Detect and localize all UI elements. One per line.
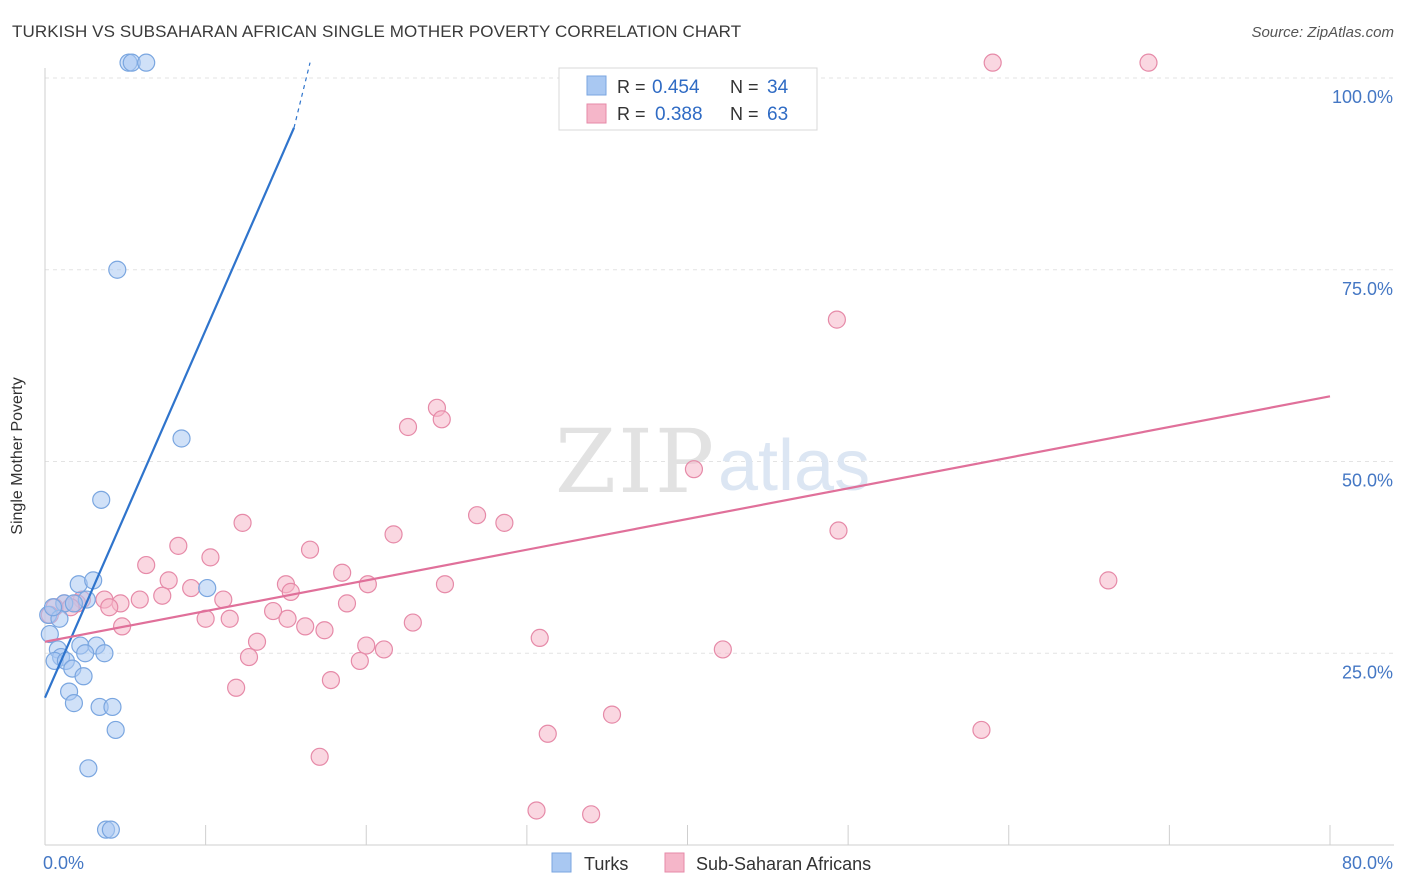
ssa-point-8	[495, 513, 514, 532]
legend-bottom-turks-swatch	[551, 852, 572, 873]
watermark-zip: ZIP	[555, 410, 716, 513]
chart-title: TURKISH VS SUBSAHARAN AFRICAN SINGLE MOT…	[12, 22, 742, 41]
turks-point-16	[95, 644, 114, 663]
turks-point-series	[39, 53, 217, 839]
turks-point-2	[137, 53, 156, 72]
legend-turks-r-value: 0.454	[652, 77, 700, 98]
ssa-point-47	[374, 640, 394, 659]
ssa-point-58	[527, 801, 546, 820]
ssa-point-18	[435, 575, 455, 594]
trend-lines	[43, 62, 1331, 699]
y-tick-labels: 25.0% 50.0% 75.0% 100.0%	[1332, 87, 1393, 682]
ssa-point-42	[296, 617, 315, 636]
turks-point-27	[40, 624, 59, 644]
watermark: ZIP atlas	[555, 410, 870, 513]
ssa-point-51	[350, 651, 369, 671]
ssa-point-39	[220, 609, 239, 628]
ssa-point-14	[201, 548, 220, 567]
legend-bottom-turks-label: Turks	[584, 854, 628, 874]
turks-point-19	[64, 694, 84, 713]
ssa-point-7	[467, 506, 487, 525]
y-tick-label-75: 75.0%	[1342, 279, 1393, 299]
legend-turks-r-label: R =	[617, 77, 646, 97]
ssa-point-9	[233, 513, 252, 532]
legend-turks-swatch	[586, 75, 607, 96]
ssa-point-56	[538, 724, 557, 743]
turks-point-17	[74, 667, 93, 686]
turks-point-32	[76, 644, 95, 663]
ssa-trend-line	[44, 395, 1331, 643]
source-label: Source: ZipAtlas.com	[1251, 24, 1394, 41]
ssa-point-50	[239, 647, 259, 667]
turks-point-5	[92, 490, 111, 509]
turks-point-21	[103, 697, 122, 717]
ssa-point-36	[337, 594, 357, 613]
ssa-point-2	[827, 310, 846, 329]
y-tick-label-100: 100.0%	[1332, 87, 1393, 107]
turks-trend-line-extension	[293, 62, 311, 128]
legend-ssa-swatch	[586, 103, 607, 124]
ssa-point-0	[983, 53, 1002, 72]
legend-turks-n-label: N =	[730, 77, 759, 97]
legend-bottom-ssa-swatch	[664, 852, 685, 873]
ssa-point-22	[182, 578, 201, 598]
ssa-point-26	[130, 590, 149, 609]
turks-trend-line	[43, 127, 295, 699]
legend-ssa-r-label: R =	[617, 104, 646, 124]
ssa-point-46	[357, 636, 376, 655]
y-tick-label-50: 50.0%	[1342, 471, 1393, 491]
turks-point-23	[79, 759, 98, 778]
ssa-point-16	[333, 563, 352, 582]
ssa-point-53	[227, 678, 246, 697]
ssa-point-49	[713, 640, 732, 659]
ssa-point-5	[432, 410, 451, 429]
turks-point-25	[101, 820, 120, 839]
ssa-point-55	[972, 720, 991, 740]
ssa-point-23	[281, 582, 300, 601]
x-tick-label-max: 80.0%	[1342, 853, 1393, 873]
ssa-point-37	[263, 601, 283, 621]
turks-point-26	[198, 578, 217, 598]
ssa-point-32	[100, 598, 119, 617]
ssa-point-45	[247, 632, 267, 651]
legend-bottom-ssa-label: Sub-Saharan Africans	[696, 854, 871, 874]
turks-point-4	[172, 429, 191, 448]
ssa-point-10	[829, 521, 848, 540]
x-tick-label-min: 0.0%	[43, 853, 84, 873]
ssa-point-48	[530, 628, 549, 648]
ssa-point-44	[403, 613, 422, 632]
ssa-point-4	[398, 417, 418, 437]
ssa-point-43	[315, 621, 334, 640]
ssa-point-15	[137, 555, 156, 575]
ssa-point-54	[602, 705, 622, 724]
turks-point-31	[64, 594, 84, 613]
turks-point-33	[43, 598, 63, 617]
ssa-point-6	[684, 460, 704, 479]
x-tick-marks	[205, 825, 1331, 845]
ssa-point-57	[310, 747, 329, 766]
legend-bottom: Turks Sub-Saharan Africans	[551, 852, 871, 874]
ssa-point-1	[1139, 53, 1158, 72]
ssa-point-41	[278, 609, 297, 628]
ssa-point-20	[159, 571, 178, 590]
ssa-point-24	[153, 586, 172, 605]
ssa-point-13	[300, 540, 320, 559]
turks-point-3	[108, 260, 127, 279]
ssa-point-11	[384, 525, 403, 544]
legend-turks-n-value: 34	[767, 77, 789, 98]
ssa-point-12	[169, 536, 188, 555]
y-tick-label-25: 25.0%	[1342, 662, 1393, 682]
ssa-point-52	[321, 670, 341, 690]
legend-ssa-n-label: N =	[730, 104, 759, 124]
legend-ssa-r-value: 0.388	[655, 104, 703, 125]
turks-point-22	[106, 720, 125, 740]
watermark-atlas: atlas	[718, 426, 870, 506]
legend-ssa-n-value: 63	[767, 104, 788, 125]
ssa-point-17	[1099, 571, 1118, 590]
ssa-point-59	[582, 805, 601, 824]
legend-top: R = 0.454 N = 34 R = 0.388 N = 63	[558, 67, 818, 131]
